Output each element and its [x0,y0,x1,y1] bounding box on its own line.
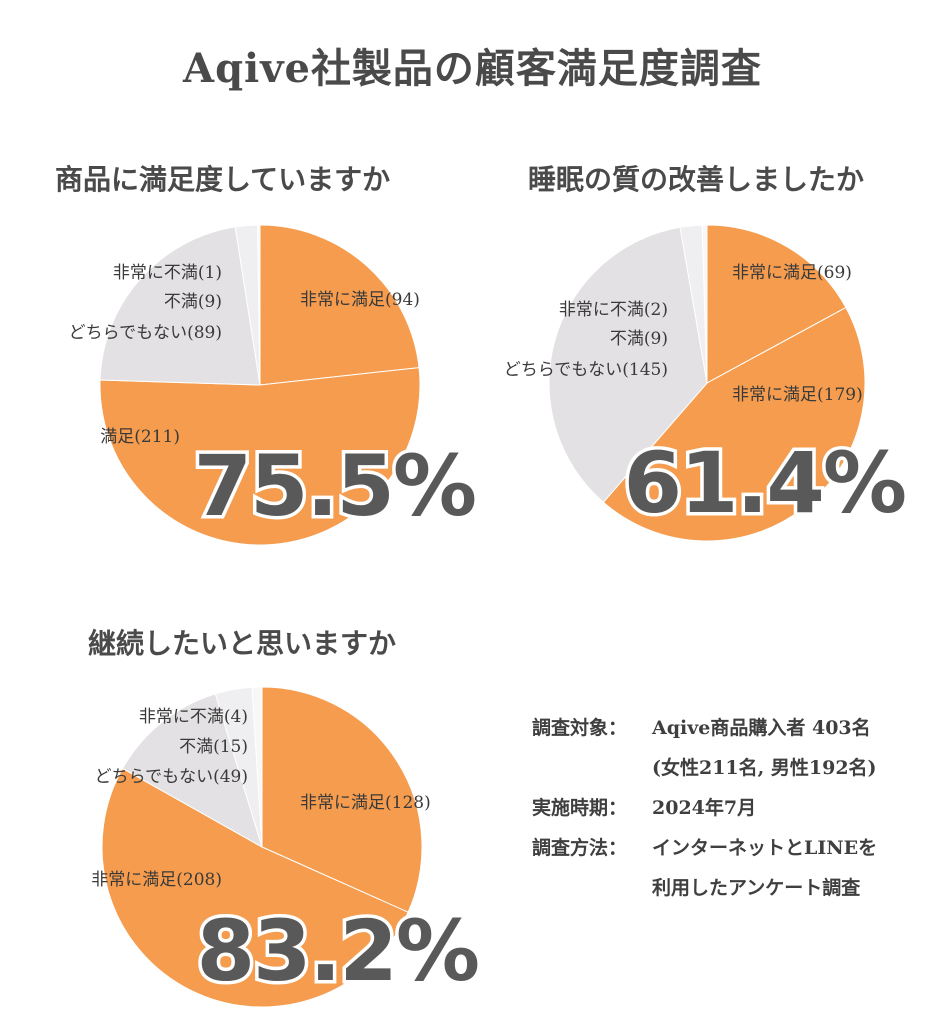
info-row: 利用したアンケート調査 [532,868,877,908]
pie-slice [99,226,261,386]
slice-label: 非常に満足(128) [300,793,431,813]
pie-slice [706,224,847,384]
slice-label: 非常に不満(2) [559,300,668,320]
slice-label: 非常に満足(94) [300,290,420,310]
chart-2-title: 睡眠の質の改善しましたか [528,163,865,196]
info-value: インターネットとLINEを [652,837,878,859]
pie-slice [261,686,423,913]
survey-info: 調査対象： Aqive商品購入者 403名 (女性211名, 男性192名) 実… [532,708,877,908]
slice-label: 非常に満足(69) [732,263,852,283]
info-value: 2024年7月 [652,797,757,819]
info-key [532,748,652,788]
slice-label: 不満(15) [179,737,248,757]
info-key: 実施時期： [532,797,628,819]
pie-slice [99,367,421,546]
info-value: (女性211名, 男性192名) [652,757,877,779]
highlight-percentage: 75.5% [194,437,475,535]
slice-label: 不満(9) [164,292,222,312]
info-row: (女性211名, 男性192名) [532,748,877,788]
info-value: 利用したアンケート調査 [652,877,861,899]
chart-1-title: 商品に満足度していますか [55,163,391,196]
page-title: Aqive社製品の顧客満足度調査 [183,45,762,92]
slice-label: 非常に満足(179) [732,385,863,405]
slice-label: 不満(9) [610,329,668,349]
pie-slice [701,224,708,384]
pie-slice [602,306,866,542]
pie-slice [251,686,263,848]
pie-slice [257,224,261,386]
info-value: Aqive商品購入者 403名 [652,717,871,739]
pie-slice [101,767,409,1008]
pie-slice [121,693,263,849]
slice-label: 満足(211) [100,427,180,447]
info-row: 調査対象： Aqive商品購入者 403名 [532,708,877,748]
info-row: 実施時期： 2024年7月 [532,788,877,828]
slice-label: 非常に不満(4) [139,707,248,727]
highlight-percentage: 61.4% [624,434,905,532]
slice-label: どちらでもない(89) [69,323,222,343]
pie-slice [259,224,420,386]
pie-slice [548,226,708,503]
info-row: 調査方法： インターネットとLINEを [532,828,877,868]
slice-label: どちらでもない(49) [95,767,248,787]
info-key [532,868,652,908]
highlight-percentage: 83.2% [197,902,478,1000]
chart-3-title: 継続したいと思いますか [88,627,397,660]
info-key: 調査対象： [532,717,628,739]
info-key: 調査方法： [532,837,628,859]
slice-label: 非常に不満(1) [113,263,222,283]
slice-label: 非常に満足(208) [91,870,222,890]
slice-label: どちらでもない(145) [504,360,668,380]
